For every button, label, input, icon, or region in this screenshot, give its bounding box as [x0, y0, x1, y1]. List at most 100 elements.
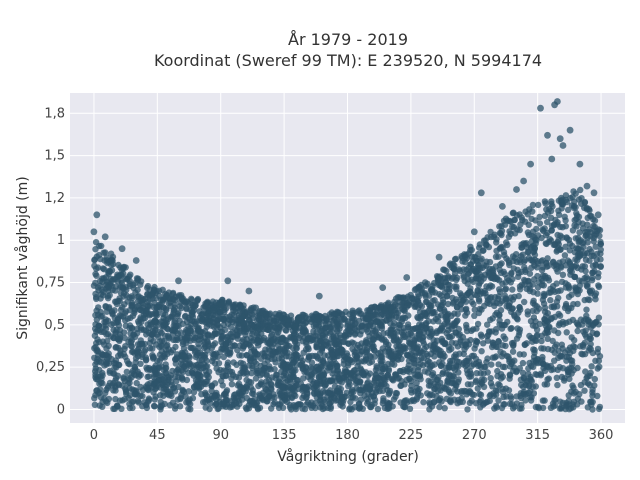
data-point [157, 403, 164, 411]
data-point [481, 262, 488, 269]
data-point [496, 261, 504, 268]
data-point [344, 318, 351, 325]
data-point [596, 232, 603, 239]
data-point [172, 328, 179, 335]
data-point [233, 361, 240, 368]
data-point [126, 404, 133, 412]
outlier-point [537, 104, 544, 112]
data-point [232, 391, 239, 398]
outlier-point [315, 292, 323, 300]
data-point [525, 365, 532, 372]
data-point [262, 352, 269, 360]
data-point [585, 316, 592, 324]
data-point [331, 310, 339, 317]
data-point [510, 311, 518, 319]
data-point [282, 397, 289, 404]
data-point [379, 400, 387, 407]
data-point [362, 356, 370, 364]
data-point [374, 405, 382, 413]
data-point [484, 321, 491, 328]
data-point [506, 261, 513, 269]
data-point [562, 262, 569, 269]
data-point [108, 261, 115, 269]
data-point [413, 379, 420, 387]
data-point [279, 384, 286, 392]
data-point [562, 192, 570, 199]
data-point [397, 347, 404, 354]
data-point [327, 356, 334, 363]
x-tick-label: 90 [212, 428, 229, 443]
data-point [299, 338, 306, 345]
data-point [450, 373, 457, 380]
data-point [597, 256, 604, 263]
data-point [358, 348, 365, 355]
data-point [524, 248, 531, 256]
data-point [385, 404, 392, 411]
data-point [430, 341, 437, 349]
data-point [139, 296, 146, 304]
data-point [127, 314, 134, 322]
data-point [485, 243, 493, 251]
data-point [552, 396, 559, 403]
data-point [351, 325, 359, 333]
data-point [264, 397, 271, 405]
data-point [332, 360, 339, 367]
data-point [248, 338, 255, 345]
data-point [543, 206, 550, 213]
data-point [169, 367, 176, 375]
data-point [197, 328, 204, 335]
data-point [452, 340, 460, 347]
data-point [495, 293, 502, 300]
data-point [94, 284, 102, 291]
data-point [270, 336, 277, 344]
data-point [304, 399, 312, 406]
data-point [105, 304, 113, 311]
data-point [134, 346, 141, 354]
data-point [468, 246, 475, 254]
data-point [262, 346, 269, 353]
data-point [115, 361, 122, 368]
data-point [119, 304, 126, 311]
data-point [520, 351, 527, 358]
data-point [544, 274, 552, 281]
data-point [204, 363, 211, 370]
data-point [400, 399, 408, 406]
data-point [189, 311, 196, 318]
data-point [96, 380, 103, 387]
data-point [339, 316, 346, 323]
data-point [142, 307, 150, 315]
data-point [552, 216, 559, 224]
data-point [123, 368, 130, 376]
data-point [263, 310, 270, 318]
data-point [442, 315, 449, 322]
data-point [220, 367, 228, 374]
data-point [151, 396, 158, 403]
data-point [305, 352, 313, 360]
data-point [392, 389, 400, 397]
data-point [304, 369, 311, 376]
data-point [273, 331, 280, 339]
data-point [118, 405, 125, 412]
outlier-point [559, 142, 567, 149]
data-point [352, 356, 359, 363]
data-point [544, 329, 551, 336]
data-point [378, 382, 385, 389]
data-point [409, 325, 417, 333]
data-point [427, 332, 435, 339]
data-point [521, 341, 528, 348]
data-point [576, 229, 583, 236]
data-point [484, 299, 491, 307]
data-point [158, 354, 165, 361]
data-point [530, 357, 537, 365]
y-tick-label: 0 [57, 402, 65, 417]
outlier-point [566, 126, 574, 134]
data-point [542, 200, 549, 207]
data-point [269, 350, 277, 357]
data-point [431, 380, 438, 387]
data-point [327, 324, 334, 331]
data-point [521, 298, 528, 306]
data-point [500, 350, 507, 357]
data-point [427, 350, 435, 358]
data-point [574, 321, 581, 328]
data-point [510, 341, 517, 349]
